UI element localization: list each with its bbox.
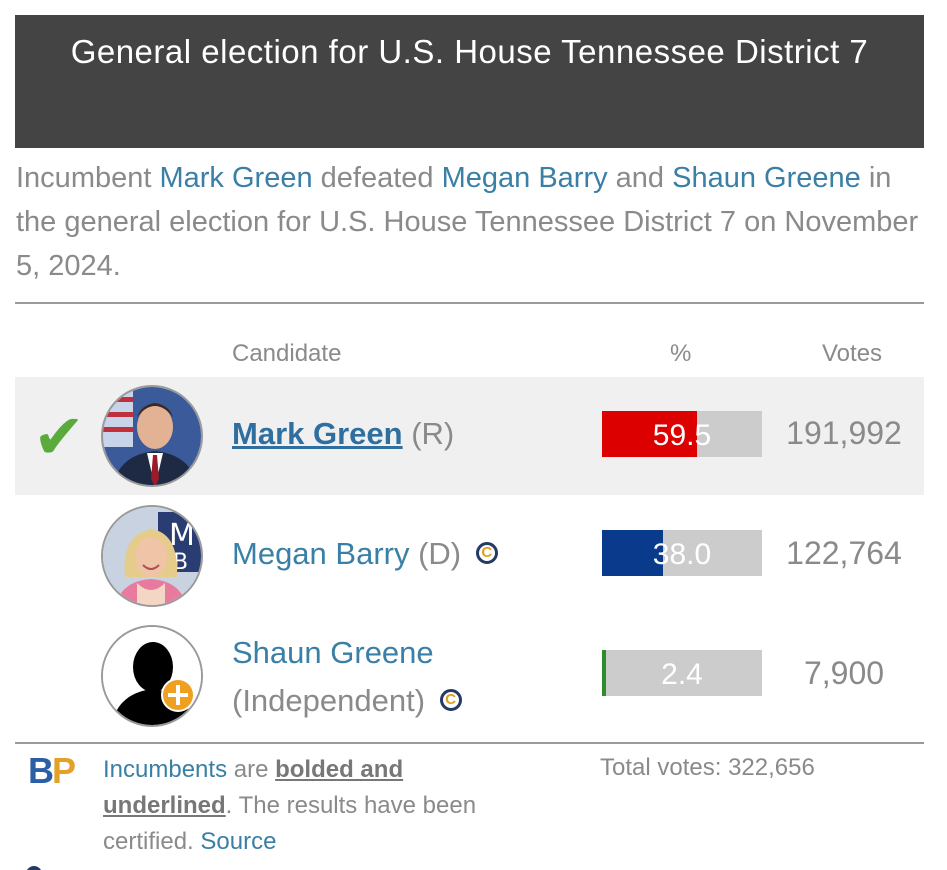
candidate-link-mark-green[interactable]: Mark Green (232, 416, 403, 451)
vote-count: 122,764 (786, 535, 902, 571)
candidate-row: Shaun Greene (Independent) C 2.4 7,900 (15, 617, 924, 741)
candidate-row: M B Megan Barry (D) C 38.0 122,764 (15, 497, 924, 615)
candidate-connection-icon[interactable]: C (475, 541, 498, 564)
percent-bar: 59.5 (602, 411, 762, 457)
total-votes: Total votes: 322,656 (600, 754, 815, 781)
incumbents-link[interactable]: Incumbents (103, 756, 228, 783)
summary-text: Incumbent (16, 162, 160, 194)
candidate-row: ✔ Mark Green (R) 59.5 191,992 (15, 377, 924, 495)
percent-label: 59.5 (652, 419, 712, 452)
cutoff-row (20, 862, 820, 870)
party-label: (D) (418, 536, 462, 571)
avatar-megan-barry: M B (101, 505, 203, 607)
avatar-placeholder (101, 625, 203, 727)
party-label: (Independent) (232, 683, 426, 718)
candidate-link-megan-barry[interactable]: Megan Barry (232, 536, 410, 571)
header-votes: Votes (822, 340, 883, 367)
avatar-mark-green (101, 385, 203, 487)
source-link[interactable]: Source (200, 828, 277, 855)
party-label: (R) (411, 416, 455, 451)
header-percent: % (670, 340, 692, 367)
candidate-connection-icon (26, 866, 42, 870)
bolded-note: bolded and underlined (103, 756, 404, 819)
page-title: General election for U.S. House Tennesse… (15, 15, 924, 148)
percent-label: 2.4 (661, 658, 703, 691)
summary-text: defeated (312, 162, 442, 194)
summary-text: and (607, 162, 673, 194)
percent-bar-fill (602, 650, 606, 696)
vote-count: 7,900 (803, 655, 885, 691)
vote-count: 191,992 (786, 415, 902, 451)
candidate-mark-green: Mark Green (R) (232, 416, 454, 452)
summary-text: in the general election for U.S. House T… (16, 162, 919, 282)
link-shaun-greene[interactable]: Shaun Greene (672, 162, 861, 194)
percent-bar-fill (602, 411, 697, 457)
percent-bar: 38.0 (602, 530, 762, 576)
footer-text: . The results have been certified. (103, 792, 477, 855)
header-candidate: Candidate (232, 340, 342, 367)
footer-note: Incumbents are bolded and underlined. Th… (103, 752, 503, 860)
divider (15, 302, 924, 304)
check-icon: ✔ (33, 403, 85, 472)
candidate-shaun-greene: Shaun Greene (Independent) C (232, 629, 462, 725)
footer-text: are (227, 756, 276, 783)
candidate-connection-icon[interactable]: C (439, 688, 462, 711)
divider (15, 742, 924, 744)
candidate-link-shaun-greene[interactable]: Shaun Greene (232, 635, 434, 670)
link-mark-green[interactable]: Mark Green (159, 162, 313, 194)
percent-bar: 2.4 (602, 650, 762, 696)
ballotpedia-logo: BP (28, 750, 76, 791)
link-megan-barry[interactable]: Megan Barry (441, 162, 608, 194)
candidate-megan-barry: Megan Barry (D) C (232, 536, 498, 572)
percent-label: 38.0 (652, 538, 712, 571)
percent-bar-fill (602, 530, 663, 576)
election-summary: Incumbent Mark Green defeated Megan Barr… (16, 156, 931, 288)
